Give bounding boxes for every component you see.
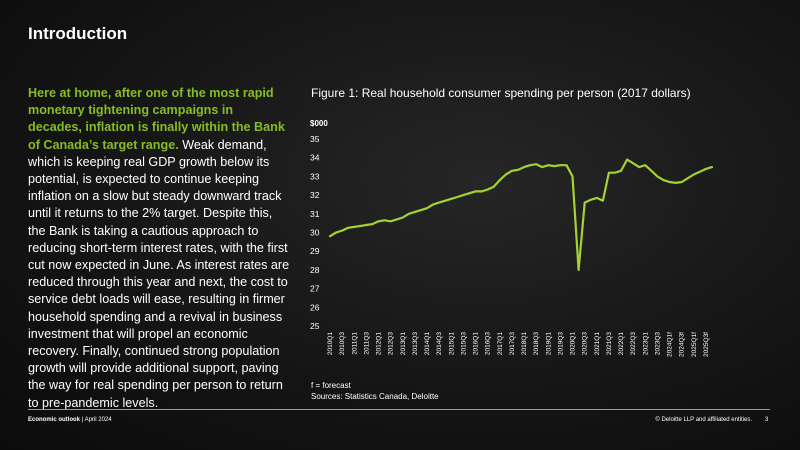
x-tick-label: 2018Q1 xyxy=(521,332,528,356)
body-paragraph: Weak demand, which is keeping real GDP g… xyxy=(28,137,290,410)
y-tick-label: 31 xyxy=(310,209,320,219)
footer-rule xyxy=(28,409,770,410)
x-tick-label: 2017Q3 xyxy=(509,332,516,356)
x-tick-label: 2016Q1 xyxy=(473,332,480,356)
y-tick-label: 25 xyxy=(310,321,320,331)
figure-notes: f = forecast Sources: Statistics Canada,… xyxy=(311,381,439,402)
y-tick-label: 33 xyxy=(310,171,320,181)
figure-title: Figure 1: Real household consumer spendi… xyxy=(311,86,691,100)
x-tick-label: 2010Q3 xyxy=(339,332,346,356)
body-text: Here at home, after one of the most rapi… xyxy=(28,85,290,412)
x-tick-label: 2010Q1 xyxy=(327,332,334,356)
x-tick-label: 2020Q1 xyxy=(570,332,577,356)
x-tick-label: 2024Q1f xyxy=(667,332,674,357)
forecast-note: f = forecast xyxy=(311,381,351,390)
x-tick-label: 2014Q3 xyxy=(436,332,443,356)
x-tick-label: 2012Q1 xyxy=(376,332,383,356)
x-tick-label: 2022Q3 xyxy=(630,332,637,356)
x-tick-label: 2011Q3 xyxy=(363,332,370,355)
highlight-text: Here at home, after one of the most rapi… xyxy=(28,86,285,152)
y-tick-label: 27 xyxy=(310,284,320,294)
x-tick-label: 2011Q1 xyxy=(351,332,358,355)
x-tick-label: 2015Q1 xyxy=(448,332,455,356)
y-tick-label: 35 xyxy=(310,134,320,144)
x-tick-label: 2015Q3 xyxy=(460,332,467,356)
footer-publication: Economic outlook | April 2024 xyxy=(28,417,112,423)
x-tick-label: 2021Q1 xyxy=(594,332,601,356)
series-line xyxy=(328,158,714,271)
x-tick-label: 2013Q3 xyxy=(412,332,419,356)
x-tick-label: 2025Q1f xyxy=(691,332,698,357)
x-tick-label: 2022Q1 xyxy=(618,332,625,356)
x-tick-label: 2019Q3 xyxy=(557,332,564,356)
x-tick-label: 2023Q1 xyxy=(642,332,649,356)
x-tick-label: 2020Q3 xyxy=(582,332,589,356)
footer-copyright: © Deloitte LLP and affiliated entities. xyxy=(655,417,752,423)
y-tick-label: 30 xyxy=(310,228,320,238)
x-tick-label: 2017Q1 xyxy=(497,332,504,356)
y-axis-label: $000 xyxy=(310,119,328,128)
x-tick-label: 2025Q3f xyxy=(703,332,710,357)
y-tick-label: 34 xyxy=(310,153,320,163)
line-chart: $000 25 26 27 28 29 30 31 32 33 34 35 2010Q1 2010Q3… xyxy=(310,119,714,357)
y-tick-label: 32 xyxy=(310,190,320,200)
x-tick-label: 2016Q3 xyxy=(485,332,492,356)
x-tick-label: 2012Q3 xyxy=(388,332,395,356)
sources-note: Sources: Statistics Canada, Deloitte xyxy=(311,391,439,401)
x-tick-label: 2024Q3f xyxy=(679,332,686,357)
x-tick-label: 2019Q1 xyxy=(545,332,552,356)
publication-date: | April 2024 xyxy=(81,417,112,423)
y-tick-label: 26 xyxy=(310,302,320,312)
x-tick-label: 2023Q3 xyxy=(654,332,661,356)
page-number: 3 xyxy=(765,417,769,423)
y-tick-label: 29 xyxy=(310,246,320,256)
x-tick-label: 2014Q1 xyxy=(424,332,431,356)
publication-name: Economic outlook xyxy=(28,417,81,423)
x-tick-label: 2018Q3 xyxy=(533,332,540,356)
slide-title: Introduction xyxy=(28,24,128,43)
y-tick-label: 28 xyxy=(310,265,320,275)
x-tick-label: 2013Q1 xyxy=(400,332,407,356)
x-tick-label: 2021Q3 xyxy=(606,332,613,356)
